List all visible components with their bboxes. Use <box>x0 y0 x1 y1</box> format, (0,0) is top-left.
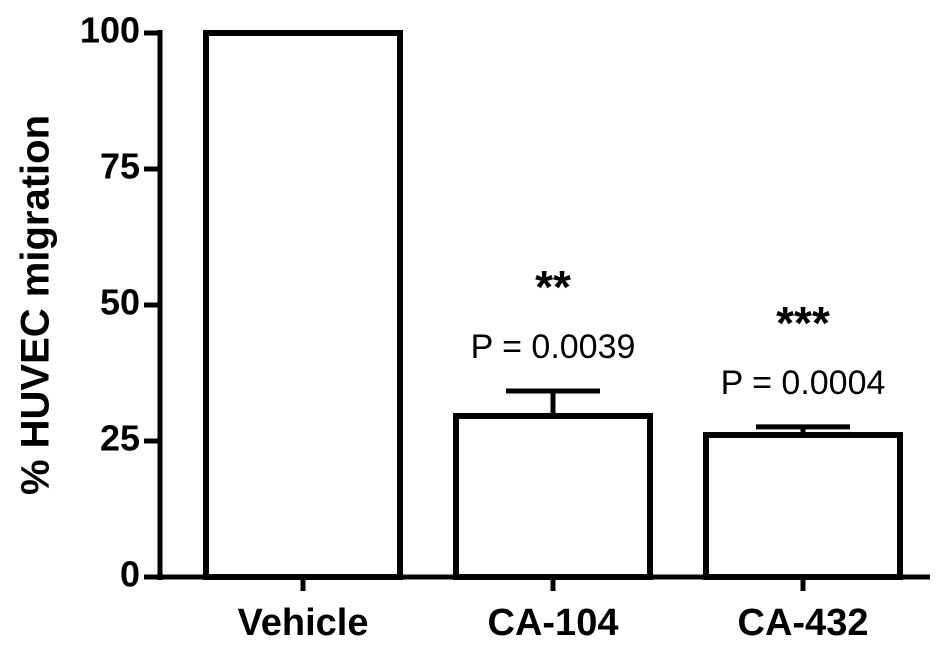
significance: *** <box>776 297 830 349</box>
p-value: P = 0.0004 <box>721 364 886 402</box>
y-tick-label: 50 <box>100 282 140 323</box>
x-tick-label: CA-432 <box>738 602 869 644</box>
x-tick-label: Vehicle <box>238 602 369 644</box>
y-tick-label: 0 <box>120 554 140 595</box>
y-axis-label: % HUVEC migration <box>14 115 58 495</box>
x-tick-label: CA-104 <box>488 602 619 644</box>
significance: ** <box>535 261 571 313</box>
bar <box>453 412 653 581</box>
p-value: P = 0.0039 <box>471 328 636 366</box>
bar <box>203 30 403 580</box>
y-tick-label: 75 <box>100 146 140 187</box>
y-tick-label: 100 <box>80 10 140 51</box>
bar <box>703 432 903 580</box>
y-tick-label: 25 <box>100 418 140 459</box>
